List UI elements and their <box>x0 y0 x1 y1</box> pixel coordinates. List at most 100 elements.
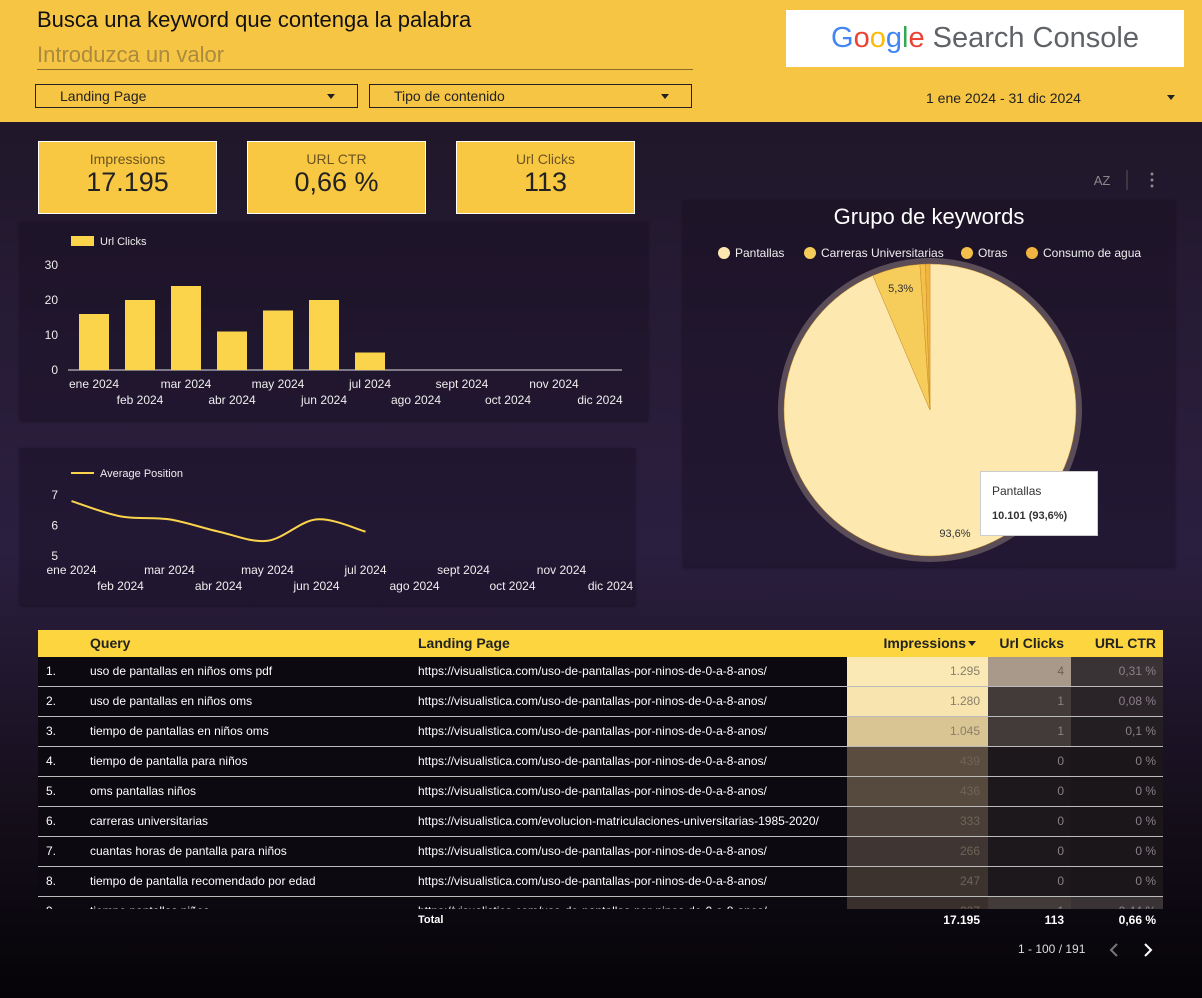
y-tick-label: 6 <box>51 519 58 533</box>
x-tick-label: nov 2024 <box>529 377 579 391</box>
line <box>71 500 366 543</box>
heat-cell <box>847 837 988 866</box>
legend-dot <box>718 247 730 259</box>
table-cell: https://visualistica.com/uso-de-pantalla… <box>418 897 767 909</box>
kpi-label: URL CTR <box>306 151 367 167</box>
table-row: 4. tiempo de pantalla para niños https://v… <box>38 747 1163 777</box>
date-range[interactable]: 1 ene 2024 - 31 dic 2024 <box>926 90 1081 106</box>
heat-cell <box>847 897 988 909</box>
heat-cell <box>988 837 1071 866</box>
sort-arrow <box>968 641 976 650</box>
kpi-label: Impressions <box>89 151 166 167</box>
kpi-card: URL CTR 0,66 % <box>247 141 426 214</box>
table-cell: 1.295 <box>949 664 980 678</box>
column-header: Impressions <box>883 635 966 651</box>
table-cell: 4 <box>1057 664 1064 678</box>
table-cell: 1.280 <box>949 694 980 708</box>
table-cell: cuantas horas de pantalla para niños <box>90 844 287 858</box>
y-tick-label: 10 <box>45 328 59 342</box>
logo-brand: Google <box>831 22 925 54</box>
total-row: Total 17.195 113 0,66 % <box>38 909 1163 933</box>
total-value: 113 <box>1044 913 1064 927</box>
table-row: 8. tiempo de pantalla recomendado por eda… <box>38 867 1163 897</box>
logo-letter: g <box>885 22 903 54</box>
table-cell: 9. <box>46 897 56 909</box>
legend-dot <box>804 247 816 259</box>
heat-cell <box>988 657 1071 686</box>
table-cell: 0 <box>1057 814 1064 828</box>
y-tick-label: 20 <box>45 293 59 307</box>
table-cell: 0,31 % <box>1118 664 1156 678</box>
table-cell: https://visualistica.com/uso-de-pantalla… <box>418 754 767 768</box>
table-cell: 1 <box>1057 724 1064 738</box>
heat-cell <box>1071 687 1163 716</box>
pagination: 1 - 100 / 191 <box>1018 942 1086 956</box>
x-tick-label: sept 2024 <box>436 377 489 391</box>
table-row: 3. tiempo de pantallas en niños oms https:… <box>38 717 1163 747</box>
table-cell: 0 % <box>1135 844 1156 858</box>
heat-cell <box>847 867 988 896</box>
legend-label: Consumo de agua <box>1043 246 1141 260</box>
logo-letter: o <box>853 22 870 54</box>
tooltip-name: Pantallas <box>992 484 1042 498</box>
menu-dot <box>1150 184 1154 188</box>
bar <box>217 331 247 370</box>
y-tick-label: 7 <box>51 488 58 502</box>
table-cell: https://visualistica.com/uso-de-pantalla… <box>418 724 767 738</box>
prev-page[interactable] <box>1109 943 1118 957</box>
bar <box>309 300 339 370</box>
table-cell: 227 <box>960 897 980 909</box>
column-header: Landing Page <box>418 635 510 651</box>
total-value: 17.195 <box>943 913 980 927</box>
legend-label: Pantallas <box>735 246 784 260</box>
heat-cell <box>847 717 988 746</box>
column-header: Query <box>90 635 131 651</box>
x-tick-label: jun 2024 <box>292 579 339 593</box>
logo-letter: e <box>908 22 925 54</box>
table-row: 2. uso de pantallas en niños oms https://v… <box>38 687 1163 717</box>
logo-letter: l <box>902 22 909 54</box>
x-tick-label: ago 2024 <box>389 579 439 593</box>
tooltip-value: 10.101 (93,6%) <box>992 510 1068 522</box>
next-page[interactable] <box>1144 943 1153 957</box>
heat-cell <box>1071 867 1163 896</box>
heat-cell <box>988 867 1071 896</box>
table-cell: 1. <box>46 664 57 678</box>
heat-cell <box>988 747 1071 776</box>
table-cell: 439 <box>959 754 980 768</box>
table-cell: 5. <box>46 784 57 798</box>
y-tick-label: 5 <box>51 549 58 563</box>
table-cell: tiempo pantallas niños <box>90 897 209 909</box>
line-panel <box>20 448 635 605</box>
y-tick-label: 0 <box>51 363 58 377</box>
table-cell: 436 <box>959 784 980 798</box>
sort-icon: AZ <box>1094 173 1111 188</box>
x-tick-label: feb 2024 <box>97 579 144 593</box>
table-cell: https://visualistica.com/uso-de-pantalla… <box>418 664 767 678</box>
kpi-value: 0,66 % <box>294 167 379 197</box>
table-cell: 0,1 % <box>1125 724 1156 738</box>
filter-dropdown[interactable]: Tipo de contenido <box>369 84 692 108</box>
date-arrow[interactable] <box>1167 95 1175 104</box>
x-tick-label: may 2024 <box>241 563 294 577</box>
table-cell: 2. <box>46 694 57 708</box>
x-tick-label: feb 2024 <box>117 393 164 407</box>
table-cell: https://visualistica.com/evolucion-matri… <box>418 814 819 828</box>
table-cell: 8. <box>46 874 57 888</box>
heat-cell <box>847 747 988 776</box>
table-cell: 0 % <box>1135 784 1156 798</box>
legend-dot <box>1026 247 1038 259</box>
table-cell: 0 % <box>1135 754 1156 768</box>
x-tick-label: dic 2024 <box>588 579 634 593</box>
heat-cell <box>988 897 1071 909</box>
table-header: Query Landing Page Impressions Url Clicks UR… <box>38 630 1163 657</box>
bar <box>171 286 201 370</box>
tooltip: Pantallas 10.101 (93,6%) <box>980 471 1098 536</box>
table-cell: 7. <box>46 844 57 858</box>
table-cell: 0 % <box>1135 874 1156 888</box>
table-cell: 0 <box>1057 754 1064 768</box>
table-cell: uso de pantallas en niños oms pdf <box>90 664 273 678</box>
filter-dropdown[interactable]: Landing Page <box>35 84 358 108</box>
search-input[interactable]: Introduzca un valor <box>37 42 693 70</box>
menu-dot <box>1150 178 1154 182</box>
